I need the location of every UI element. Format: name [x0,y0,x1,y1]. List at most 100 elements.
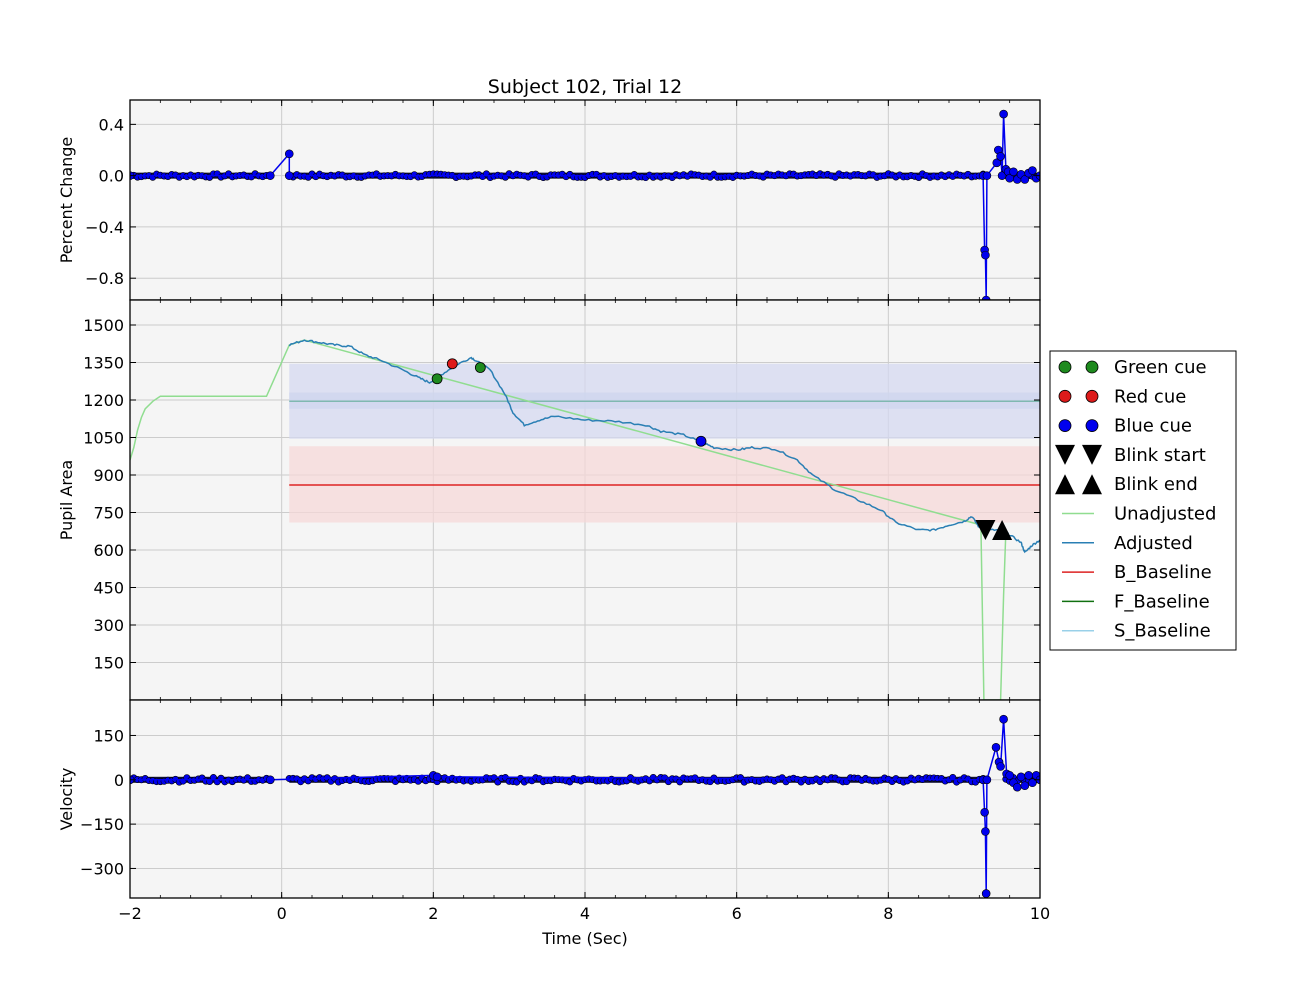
blink-start-marker [975,520,996,540]
data-point [997,171,1007,180]
x-tick-label: 10 [1030,904,1050,923]
data-point [1012,782,1022,792]
legend-label: Unadjusted [1114,504,1216,525]
y-tick-label: 750 [93,504,124,523]
legend-item: Adjusted [1062,533,1193,554]
cue-marker-blue [695,435,707,447]
legend-item: B_Baseline [1062,562,1212,583]
y-tick-label: 1050 [83,429,124,448]
data-point [981,295,991,300]
y-tick-label: 150 [93,726,124,745]
data-point [982,775,992,785]
legend-item: Blue cue [1058,416,1192,437]
panel-2: 1500 1350 1200 1050 900 750 600 450 300 150 Pupil … [57,299,1041,701]
legend-item: Red cue [1058,386,1186,407]
legend: Green cue Red cue Blue cue Blink start Blink… [1049,350,1237,651]
cue-marker-green [474,362,486,373]
legend-label: S_Baseline [1114,621,1211,642]
legend-item: F_Baseline [1062,591,1210,612]
legend-marker [1055,444,1075,465]
data-point [1020,175,1030,184]
legend-marker [1055,474,1075,495]
data-point [1028,166,1037,175]
plot-content [130,109,1040,300]
data-point [284,171,294,180]
data-point [980,807,989,817]
data-point [265,171,275,180]
y-tick-label: −0.8 [85,269,124,288]
y-tick-label: 0 [114,771,124,790]
data-point [265,775,275,785]
x-axis-label: Time (Sec) [541,929,628,948]
legend-label: Green cue [1114,357,1207,378]
data-point [1028,778,1037,788]
adjusted-line [288,339,1040,554]
legend-marker [1085,419,1099,433]
legend-label: Blue cue [1114,416,1192,437]
legend-item: Unadjusted [1062,504,1216,525]
x-tick-label: 8 [883,904,893,923]
y-tick-label: 150 [93,654,124,673]
legend-label: Blink start [1114,445,1206,466]
legend-marker [1058,419,1072,433]
data-point [982,171,992,180]
y-tick-label: 1200 [83,391,124,410]
x-tick-label: 0 [277,904,287,923]
data-point [1009,167,1018,177]
cue-marker-red [446,358,458,370]
legend-marker [1082,474,1102,495]
legend-marker [1082,444,1102,465]
legend-item: S_Baseline [1062,621,1211,642]
y-axis-label: Percent Change [57,137,76,264]
data-point [1024,771,1033,780]
legend-item: Blink start [1055,444,1206,466]
data-point [999,109,1008,119]
x-tick-label: 4 [580,904,590,923]
plot-content [130,339,1040,700]
legend-marker [1085,360,1099,374]
legend-label: Red cue [1114,386,1186,407]
panel-3: 150 0 −150 −300 Velocity [57,699,1041,899]
y-tick-label: 600 [93,541,124,560]
data-point [996,152,1005,161]
data-point [981,250,990,260]
data-point [284,149,294,159]
data-point [992,158,1002,168]
data-point [1020,781,1030,791]
data-point [996,762,1005,771]
x-tick-label: −2 [118,904,142,923]
y-tick-label: 0.0 [99,167,124,186]
chart-title: Subject 102, Trial 12 [488,76,682,98]
legend-label: B_Baseline [1114,562,1212,583]
data-point [1016,772,1026,782]
cue-marker-green [431,373,443,385]
y-tick-label: −0.4 [85,218,124,237]
data-point [1005,771,1014,780]
x-tick-label: 2 [428,904,438,923]
y-axis-label: Velocity [57,768,76,831]
data-point [981,827,990,836]
y-axis-label: Pupil Area [57,460,76,540]
x-tick-label: 6 [732,904,742,923]
y-tick-label: 300 [93,616,124,635]
plot-content [130,714,1040,898]
legend-box [1049,350,1237,651]
legend-label: Adjusted [1114,533,1193,554]
data-point [432,772,442,782]
blink-end-marker [992,520,1013,540]
data-point [981,889,991,898]
data-point [991,742,1001,752]
unadjusted-line [130,339,1007,700]
legend-marker [1058,389,1072,403]
legend-label: F_Baseline [1114,591,1210,612]
legend-marker [1058,360,1072,374]
data-point [999,714,1008,724]
y-tick-label: −150 [80,815,124,834]
y-tick-label: 1500 [83,316,124,335]
y-tick-label: −300 [80,859,124,878]
y-tick-label: 0.4 [99,115,124,134]
y-tick-label: 900 [93,466,124,485]
panel-1: 0.4 0.0 −0.4 −0.8 Percent Change [57,99,1041,301]
